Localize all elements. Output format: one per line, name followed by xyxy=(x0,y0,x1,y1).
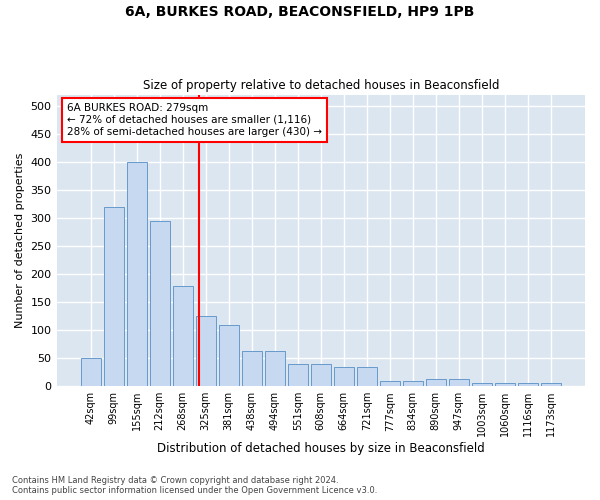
Bar xyxy=(311,364,331,386)
Bar xyxy=(265,352,285,386)
Bar xyxy=(80,358,101,386)
Bar xyxy=(403,380,423,386)
Bar xyxy=(149,221,170,386)
Bar xyxy=(196,316,216,386)
Bar xyxy=(218,324,239,386)
Bar xyxy=(173,286,193,386)
Y-axis label: Number of detached properties: Number of detached properties xyxy=(15,152,25,328)
Bar xyxy=(541,384,561,386)
Bar xyxy=(425,379,446,386)
Text: 6A BURKES ROAD: 279sqm
← 72% of detached houses are smaller (1,116)
28% of semi-: 6A BURKES ROAD: 279sqm ← 72% of detached… xyxy=(67,104,322,136)
Text: 6A, BURKES ROAD, BEACONSFIELD, HP9 1PB: 6A, BURKES ROAD, BEACONSFIELD, HP9 1PB xyxy=(125,5,475,19)
Text: Contains HM Land Registry data © Crown copyright and database right 2024.
Contai: Contains HM Land Registry data © Crown c… xyxy=(12,476,377,495)
Bar xyxy=(495,383,515,386)
Bar xyxy=(472,383,492,386)
Bar xyxy=(127,162,147,386)
Bar xyxy=(518,384,538,386)
Bar xyxy=(287,364,308,386)
Title: Size of property relative to detached houses in Beaconsfield: Size of property relative to detached ho… xyxy=(143,79,499,92)
Bar xyxy=(380,380,400,386)
Bar xyxy=(242,352,262,386)
Bar xyxy=(334,366,354,386)
Bar xyxy=(104,206,124,386)
Bar xyxy=(356,366,377,386)
Bar xyxy=(449,379,469,386)
X-axis label: Distribution of detached houses by size in Beaconsfield: Distribution of detached houses by size … xyxy=(157,442,485,455)
